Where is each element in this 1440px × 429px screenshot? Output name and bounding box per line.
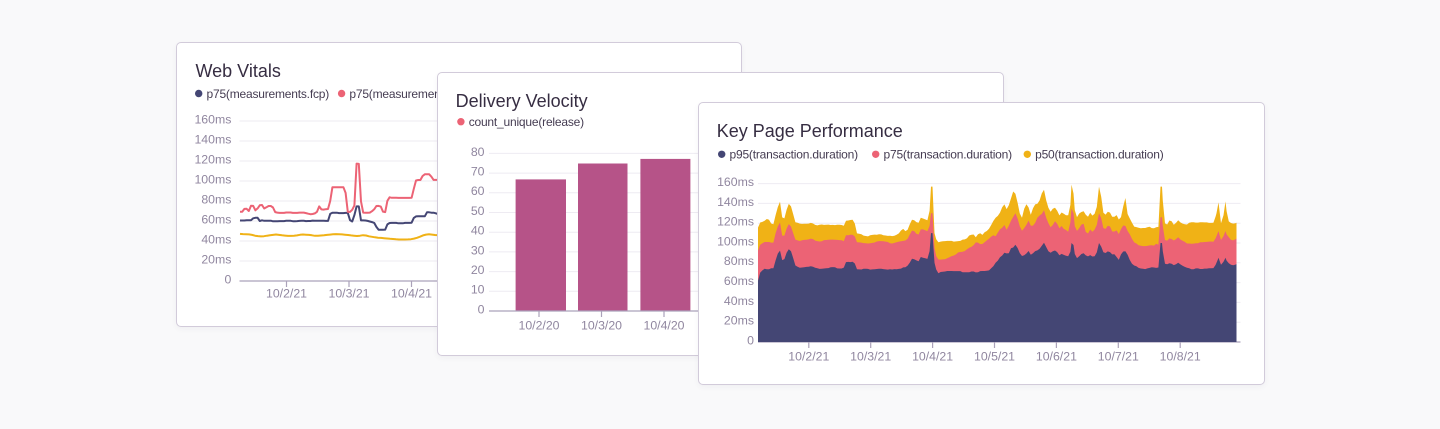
svg-text:60ms: 60ms bbox=[724, 274, 754, 288]
svg-text:20ms: 20ms bbox=[201, 252, 231, 266]
svg-text:140ms: 140ms bbox=[194, 132, 231, 146]
svg-text:p75(measurements.fcp): p75(measurements.fcp) bbox=[207, 87, 330, 101]
svg-text:120ms: 120ms bbox=[717, 215, 754, 229]
svg-text:10/3/21: 10/3/21 bbox=[850, 349, 891, 363]
svg-text:40ms: 40ms bbox=[724, 294, 754, 308]
svg-text:p95(transaction.duration): p95(transaction.duration) bbox=[730, 148, 859, 162]
svg-text:120ms: 120ms bbox=[194, 152, 231, 166]
svg-text:50: 50 bbox=[471, 204, 485, 218]
svg-text:10/2/20: 10/2/20 bbox=[518, 318, 559, 332]
svg-text:160ms: 160ms bbox=[717, 175, 754, 189]
svg-text:10/6/21: 10/6/21 bbox=[1036, 349, 1077, 363]
svg-text:80: 80 bbox=[471, 145, 485, 159]
svg-text:0: 0 bbox=[225, 272, 232, 286]
svg-text:20: 20 bbox=[471, 263, 485, 277]
svg-text:10/5/21: 10/5/21 bbox=[974, 349, 1015, 363]
svg-text:60: 60 bbox=[471, 184, 485, 198]
svg-text:Web Vitals: Web Vitals bbox=[196, 61, 281, 81]
svg-text:10/3/21: 10/3/21 bbox=[328, 287, 369, 301]
svg-text:10/2/21: 10/2/21 bbox=[266, 287, 307, 301]
svg-text:p50(transaction.duration): p50(transaction.duration) bbox=[1035, 148, 1164, 162]
svg-text:p75(transaction.duration): p75(transaction.duration) bbox=[884, 148, 1013, 162]
svg-text:10/3/20: 10/3/20 bbox=[581, 318, 622, 332]
svg-text:10/7/21: 10/7/21 bbox=[1098, 349, 1139, 363]
svg-text:Delivery Velocity: Delivery Velocity bbox=[456, 91, 588, 111]
svg-text:10/2/21: 10/2/21 bbox=[788, 349, 829, 363]
svg-text:60ms: 60ms bbox=[201, 212, 231, 226]
svg-text:100ms: 100ms bbox=[194, 172, 231, 186]
svg-text:0: 0 bbox=[478, 302, 485, 316]
svg-text:10/4/20: 10/4/20 bbox=[643, 318, 684, 332]
svg-text:10/4/21: 10/4/21 bbox=[391, 287, 432, 301]
svg-text:0: 0 bbox=[747, 333, 754, 347]
svg-text:70: 70 bbox=[471, 165, 485, 179]
svg-text:count_unique(release): count_unique(release) bbox=[469, 115, 584, 129]
svg-text:Key Page Performance: Key Page Performance bbox=[717, 121, 903, 141]
svg-text:10/4/21: 10/4/21 bbox=[912, 349, 953, 363]
svg-text:140ms: 140ms bbox=[717, 195, 754, 209]
svg-text:40ms: 40ms bbox=[201, 232, 231, 246]
svg-text:10/8/21: 10/8/21 bbox=[1160, 349, 1201, 363]
svg-text:80ms: 80ms bbox=[724, 254, 754, 268]
svg-text:30: 30 bbox=[471, 243, 485, 257]
svg-text:20ms: 20ms bbox=[724, 314, 754, 328]
svg-text:80ms: 80ms bbox=[201, 192, 231, 206]
svg-text:100ms: 100ms bbox=[717, 234, 754, 248]
svg-text:10: 10 bbox=[471, 283, 485, 297]
svg-text:160ms: 160ms bbox=[194, 112, 231, 126]
svg-text:40: 40 bbox=[471, 224, 485, 238]
